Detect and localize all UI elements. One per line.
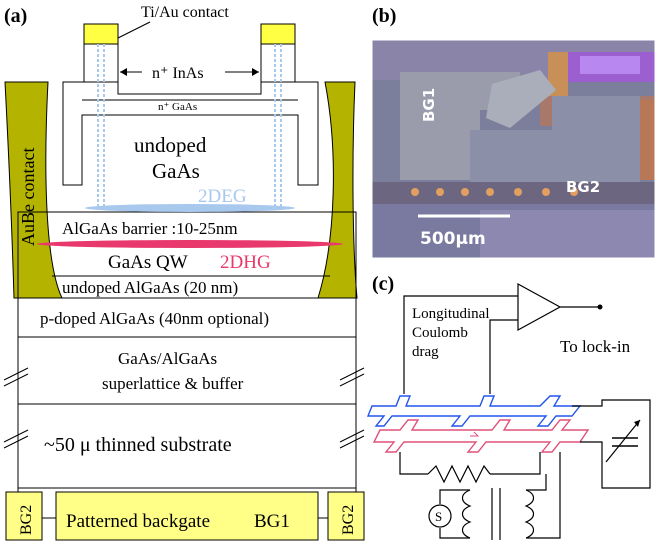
tiau-contact-right [260, 23, 296, 45]
undoped-gaas-line1: undoped [134, 133, 207, 157]
superlattice-line1: GaAs/AlGaAs [118, 349, 217, 368]
lockin-label: To lock-in [560, 337, 631, 356]
micrograph-bg2-label: BG2 [566, 178, 600, 196]
tiau-contact-left [83, 23, 119, 45]
scale-bar-label: 500μm [420, 229, 486, 249]
ninas-label: n⁺ InAs [152, 65, 204, 82]
aube-contact-right [317, 81, 358, 299]
micrograph-bg1-label: BG1 [420, 88, 438, 122]
twodhg-layer [37, 240, 343, 248]
ac-source-symbol [428, 504, 452, 528]
top-layer-hallbar [366, 395, 582, 427]
undoped-gaas-line2: GaAs [152, 159, 200, 183]
bg1-label: BG1 [254, 511, 290, 532]
twodeg-label: 2DEG [198, 186, 247, 207]
bottom-layer-hallbar [372, 419, 590, 453]
ninas-pillar-right [260, 43, 296, 83]
drag-line1: Longitudinal [412, 306, 490, 322]
aube-contact-label: AuBe contact [18, 148, 38, 246]
barrier-label: AlGaAs barrier :10-25nm [62, 219, 238, 238]
ngaas-label: n⁺ GaAs [158, 101, 197, 113]
variable-arrow [605, 419, 641, 463]
contact-pointer [117, 21, 151, 39]
pdoped-label: p-doped AlGaAs (40nm optional) [40, 309, 269, 328]
bg2-left-gate [5, 491, 43, 541]
drag-line3: drag [412, 344, 439, 360]
substrate-label: ~50 μ thinned substrate [44, 434, 232, 456]
output-node [597, 304, 603, 310]
bg2-left-label: BG2 [18, 505, 35, 535]
resistor-symbol [427, 464, 491, 484]
panel-c-label: (c) [372, 273, 394, 295]
amplifier-symbol [517, 282, 562, 332]
patterned-label: Patterned backgate [66, 511, 210, 532]
ac-source-label: S [435, 509, 442, 524]
twodeg-layer [85, 204, 295, 212]
twodhg-label: 2DHG [220, 252, 271, 273]
transformer-symbol [439, 452, 561, 540]
contact-label: Ti/Au contact [141, 4, 229, 21]
panel-b-label: (b) [372, 5, 396, 27]
ninas-pillar-left [83, 43, 119, 83]
break-marks [3, 367, 365, 449]
drag-line2: Coulomb [412, 325, 468, 341]
undoped-algaas-label: undoped AlGaAs (20 nm) [62, 278, 238, 297]
micrograph [371, 39, 656, 259]
bg2-right-gate [327, 491, 365, 541]
bg1-gate [55, 491, 319, 541]
bg2-right-label: BG2 [340, 505, 357, 535]
panel-a-label: (a) [4, 5, 27, 27]
superlattice-line2: superlattice & buffer [102, 374, 244, 393]
qw-label: GaAs QW [108, 252, 188, 273]
